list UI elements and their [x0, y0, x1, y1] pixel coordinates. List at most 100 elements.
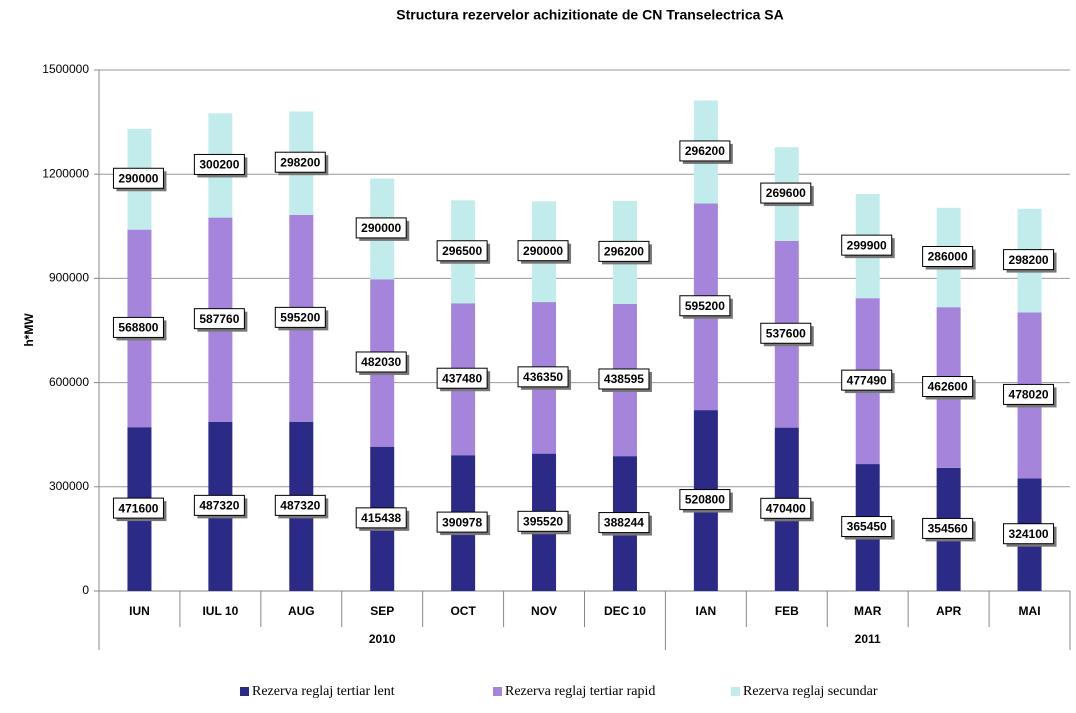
data-label: 437480: [442, 371, 482, 385]
label-box: [598, 240, 650, 262]
label-box: [1003, 523, 1055, 545]
data-label: 286000: [928, 250, 968, 264]
data-label: 595200: [685, 299, 725, 313]
label-box: [274, 306, 326, 328]
label-box: [679, 489, 731, 511]
label-box: [760, 497, 812, 519]
x-tick-label: MAR: [854, 604, 882, 618]
y-tick-label: 1500000: [42, 62, 89, 76]
data-label: 290000: [118, 171, 158, 185]
x-tick-label: MAI: [1019, 604, 1041, 618]
legend-swatch: [731, 687, 740, 696]
data-label: 365450: [847, 520, 887, 534]
label-box: [274, 494, 326, 516]
y-tick-label: 1200000: [42, 166, 89, 180]
label-box: [679, 140, 731, 162]
data-label: 415438: [361, 511, 401, 525]
label-box: [841, 234, 893, 256]
y-tick-label: 300000: [49, 479, 89, 493]
label-box: [517, 240, 569, 262]
label-box: [355, 351, 407, 373]
data-label: 395520: [523, 514, 563, 528]
label-box: [922, 246, 974, 268]
data-label: 478020: [1009, 388, 1049, 402]
data-label: 296500: [442, 244, 482, 258]
label-box: [760, 182, 812, 204]
data-label: 299900: [847, 238, 887, 252]
label-box: [112, 316, 164, 338]
data-label: 298200: [1009, 253, 1049, 267]
data-label: 390978: [442, 515, 482, 529]
x-tick-label: OCT: [450, 604, 476, 618]
label-box: [1003, 249, 1055, 271]
label-box: [274, 151, 326, 173]
data-label: 388244: [604, 516, 644, 530]
data-label: 470400: [766, 501, 806, 515]
data-label: 568800: [118, 321, 158, 335]
x-tick-label: DEC 10: [604, 604, 646, 618]
data-label: 290000: [523, 244, 563, 258]
data-label: 436350: [523, 370, 563, 384]
data-label: 298200: [280, 155, 320, 169]
data-label: 587760: [199, 312, 239, 326]
data-label: 520800: [685, 493, 725, 507]
label-box: [760, 322, 812, 344]
label-box: [1003, 383, 1055, 405]
label-box: [112, 167, 164, 189]
label-box: [436, 240, 488, 262]
x-tick-label: NOV: [531, 604, 557, 618]
data-label: 300200: [199, 158, 239, 172]
label-box: [355, 217, 407, 239]
legend-label: Rezerva reglaj tertiar lent: [252, 684, 395, 699]
y-axis-label: h*MW: [22, 313, 36, 347]
label-box: [112, 497, 164, 519]
chart-title: Structura rezervelor achizitionate de CN…: [396, 7, 783, 23]
label-box: [598, 512, 650, 534]
label-box: [193, 308, 245, 330]
label-box: [841, 516, 893, 538]
legend-label: Rezerva reglaj tertiar rapid: [505, 684, 655, 699]
label-box: [436, 511, 488, 533]
y-tick-label: 600000: [49, 375, 89, 389]
data-label: 482030: [361, 355, 401, 369]
data-label: 296200: [685, 144, 725, 158]
data-label: 487320: [199, 499, 239, 513]
y-tick-label: 0: [82, 583, 89, 597]
data-label: 269600: [766, 186, 806, 200]
label-box: [436, 367, 488, 389]
x-tick-label: FEB: [775, 604, 799, 618]
data-label: 471600: [118, 501, 158, 515]
label-box: [598, 368, 650, 390]
x-tick-label: IAN: [696, 604, 717, 618]
data-label: 438595: [604, 372, 644, 386]
x-tick-label: SEP: [370, 604, 394, 618]
legend-swatch: [240, 687, 249, 696]
x-tick-label: APR: [936, 604, 962, 618]
x-tick-label: IUN: [129, 604, 150, 618]
legend-swatch: [493, 687, 502, 696]
data-label: 324100: [1009, 527, 1049, 541]
label-box: [193, 494, 245, 516]
data-label: 537600: [766, 326, 806, 340]
label-box: [517, 510, 569, 532]
data-label: 595200: [280, 311, 320, 325]
label-box: [922, 376, 974, 398]
label-box: [355, 507, 407, 529]
label-box: [841, 369, 893, 391]
data-label: 290000: [361, 221, 401, 235]
label-box: [922, 517, 974, 539]
group-label: 2011: [855, 632, 881, 646]
data-label: 477490: [847, 373, 887, 387]
label-box: [679, 295, 731, 317]
group-label: 2010: [369, 632, 396, 646]
data-label: 462600: [928, 380, 968, 394]
data-label: 487320: [280, 499, 320, 513]
label-box: [517, 366, 569, 388]
x-tick-label: AUG: [288, 604, 315, 618]
label-box: [193, 153, 245, 175]
x-tick-label: IUL 10: [202, 604, 238, 618]
legend-label: Rezerva reglaj secundar: [743, 684, 878, 699]
data-label: 296200: [604, 245, 644, 259]
y-tick-label: 900000: [49, 271, 89, 285]
